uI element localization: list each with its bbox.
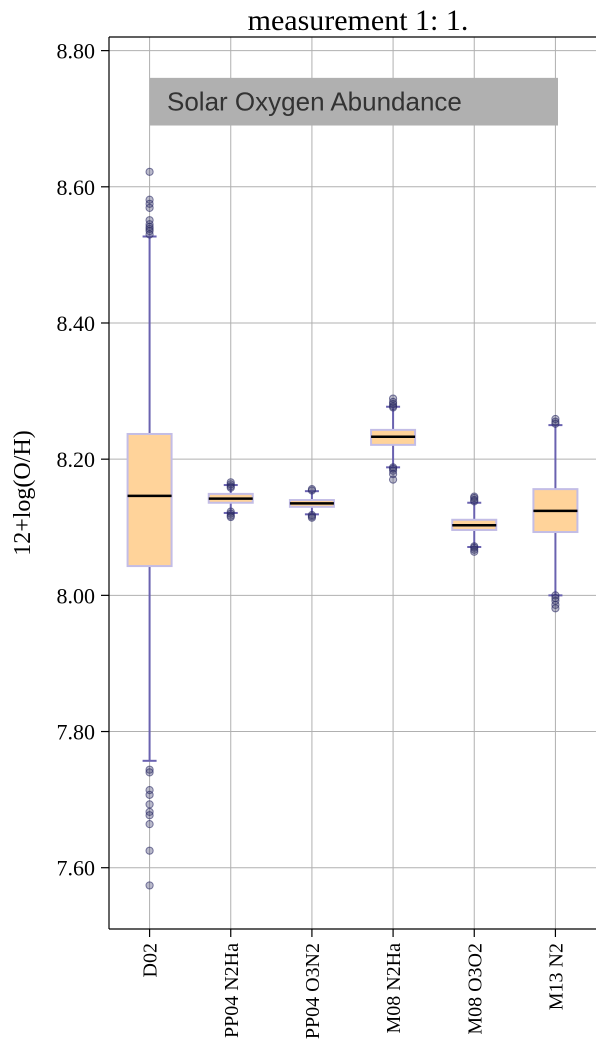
box-group: [532, 414, 579, 613]
solar-band-group: Solar Oxygen Abundance: [150, 77, 558, 126]
box-group: [370, 394, 417, 484]
solar-abundance-band: [150, 77, 558, 126]
outlier-point: [145, 230, 154, 239]
outlier-point: [470, 497, 479, 506]
x-tick-label: PP04 N2Ha: [221, 943, 243, 1038]
x-tick-label: PP04 O3N2: [302, 943, 324, 1039]
outlier-point: [145, 820, 154, 829]
boxes: [126, 167, 579, 890]
y-tick-label: 8.00: [57, 583, 96, 608]
outlier-point: [145, 790, 154, 799]
outlier-point: [145, 768, 154, 777]
y-tick-label: 8.20: [57, 447, 96, 472]
box-group: [126, 167, 173, 890]
y-tick-label: 8.80: [57, 39, 96, 64]
y-tick-label: 7.80: [57, 720, 96, 745]
iqr-box: [126, 432, 173, 568]
y-tick-label: 8.60: [57, 175, 96, 200]
x-tick-label: M08 N2Ha: [383, 943, 405, 1034]
outlier-point: [226, 512, 235, 522]
grid-lines: [109, 37, 596, 929]
outlier-point: [307, 486, 317, 495]
outlier-point: [470, 545, 479, 554]
outlier-point: [388, 475, 398, 484]
chart-title: measurement 1: 1.: [248, 4, 469, 37]
outlier-point: [145, 846, 154, 855]
axes: [108, 36, 596, 930]
outlier-point: [551, 604, 560, 613]
box-group: [288, 485, 335, 522]
outlier-point: [145, 167, 154, 176]
outlier-point: [145, 800, 154, 809]
x-tick-label: M08 O3O2: [464, 943, 486, 1035]
x-tick-label: M13 N2: [545, 943, 567, 1010]
outlier-point: [145, 811, 154, 820]
solar-abundance-band-label: Solar Oxygen Abundance: [167, 87, 462, 117]
outlier-point: [226, 483, 235, 492]
y-tick-label: 8.40: [57, 311, 96, 336]
outlier-point: [145, 203, 154, 213]
y-axis-label: 12+log(O/H): [10, 430, 36, 556]
x-tick-label: D02: [140, 943, 162, 977]
outlier-point: [145, 881, 154, 890]
y-ticks: 7.60 7.80 8.00 8.20 8.40 8.60 8.80: [57, 39, 109, 881]
outlier-point: [145, 765, 154, 774]
outlier-point: [551, 419, 560, 428]
box-group: [451, 492, 498, 556]
outlier-point: [307, 513, 317, 522]
outlier-point: [551, 417, 560, 426]
outlier-point: [388, 403, 398, 412]
x-ticks: D02 PP04 N2Ha PP04 O3N2 M08 N2Ha M08 O3O2 M13…: [140, 929, 567, 1039]
outlier-point: [470, 547, 479, 556]
y-tick-label: 7.60: [57, 856, 96, 881]
box-group: [207, 478, 254, 522]
